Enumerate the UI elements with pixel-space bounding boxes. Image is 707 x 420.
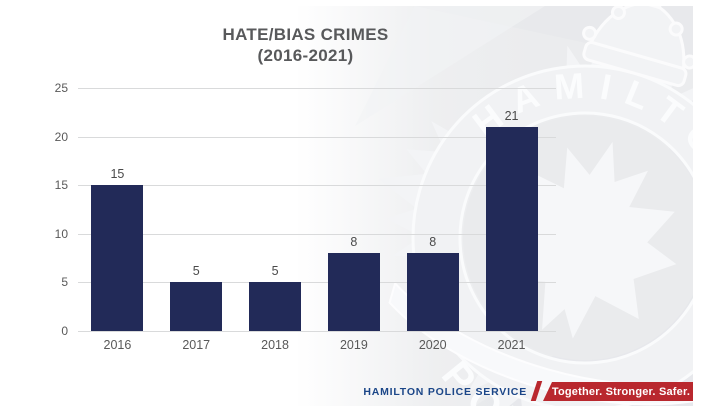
bar-value-label: 21 bbox=[504, 108, 519, 123]
x-label-2019: 2019 bbox=[339, 338, 368, 352]
bar-slot-2016: 15 bbox=[78, 88, 157, 331]
x-label-2018: 2018 bbox=[261, 338, 289, 352]
x-axis: 2016 2017 2018 2019 2020 2021 bbox=[78, 338, 551, 352]
y-tick-5: 5 bbox=[61, 275, 68, 290]
bars: 15 5 5 8 8 21 bbox=[78, 88, 551, 331]
x-label-2021: 2021 bbox=[497, 338, 526, 352]
bar-slot-2018: 5 bbox=[236, 88, 315, 331]
gridline-15 bbox=[78, 185, 556, 187]
bar-2016 bbox=[91, 185, 144, 331]
bar-slot-2017: 5 bbox=[157, 88, 236, 331]
gridline-0 bbox=[78, 331, 556, 332]
bar-2017 bbox=[170, 282, 223, 331]
gridline-5 bbox=[78, 282, 556, 284]
chart-title-line1: HATE/BIAS CRIMES bbox=[222, 25, 389, 44]
footer-tagline-banner: Together. Stronger. Safer. bbox=[543, 382, 693, 401]
crest-crown-icon bbox=[582, 6, 693, 88]
x-label-2020: 2020 bbox=[418, 338, 447, 352]
bar-slot-2019: 8 bbox=[314, 88, 393, 331]
y-tick-10: 10 bbox=[54, 226, 68, 241]
bar-2018 bbox=[249, 282, 302, 331]
y-tick-25: 25 bbox=[54, 81, 68, 95]
y-tick-15: 15 bbox=[54, 178, 68, 193]
bar-value-label: 15 bbox=[110, 167, 125, 182]
footer-accent-stripe bbox=[530, 381, 543, 401]
bar-value-label: 5 bbox=[192, 264, 200, 279]
gridline-20 bbox=[78, 136, 556, 138]
y-tick-0: 0 bbox=[61, 324, 68, 338]
bar-2020 bbox=[406, 253, 459, 331]
chart-title: HATE/BIAS CRIMES (2016-2021) bbox=[78, 24, 533, 66]
x-label-2017: 2017 bbox=[182, 338, 211, 352]
bar-value-label: 5 bbox=[271, 264, 279, 279]
bar-2019 bbox=[327, 253, 380, 331]
gridline-10 bbox=[78, 233, 556, 235]
bar-slot-2020: 8 bbox=[393, 88, 472, 331]
gridline-25 bbox=[78, 88, 556, 89]
chart-title-line2: (2016-2021) bbox=[257, 46, 354, 65]
bar-value-label: 8 bbox=[429, 235, 437, 250]
bar-value-label: 8 bbox=[350, 235, 358, 250]
bar-slot-2021: 21 bbox=[472, 88, 551, 331]
y-axis: 25 20 15 10 5 0 bbox=[28, 81, 68, 338]
y-tick-20: 20 bbox=[54, 129, 68, 144]
x-label-2016: 2016 bbox=[103, 338, 132, 352]
bar-2021 bbox=[485, 126, 538, 331]
footer-tagline-text: Together. Stronger. Safer. bbox=[551, 385, 691, 398]
footer-brand-wordmark: HAMILTON POLICE SERVICE bbox=[363, 386, 527, 398]
plot-area: 15 5 5 8 8 21 bbox=[78, 88, 556, 332]
